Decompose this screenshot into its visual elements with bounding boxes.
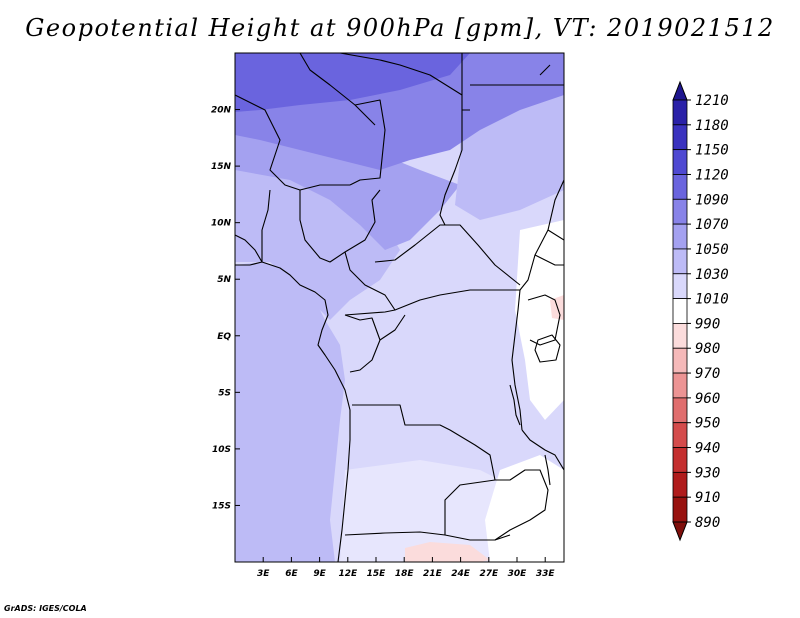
y-tick-label: 15S xyxy=(212,501,231,511)
y-tick-label: EQ xyxy=(217,332,231,342)
border-sudan-east xyxy=(519,179,564,291)
border-car xyxy=(374,224,521,286)
lake-malawi xyxy=(544,454,551,486)
x-tick-label: 6E xyxy=(285,569,298,579)
colorbar-label: 1150 xyxy=(695,143,729,159)
border-tanzania xyxy=(521,429,564,471)
colorbar-label: 990 xyxy=(695,316,720,332)
colorbar-swatch xyxy=(672,397,688,424)
colorbar-swatch xyxy=(672,248,688,275)
colorbar-label: 890 xyxy=(695,515,720,531)
colorbar-swatch xyxy=(672,124,688,151)
field-region-west xyxy=(235,150,400,320)
lake-tanganyika xyxy=(509,384,521,426)
x-tick-label: 30E xyxy=(508,569,528,579)
field-region-east xyxy=(515,220,564,420)
x-tick-label: 18E xyxy=(395,569,415,579)
field-region-ocean xyxy=(235,262,345,562)
x-tick-label: 24E xyxy=(451,569,471,579)
colorbar-label: 970 xyxy=(695,366,720,382)
x-tick-label: 12E xyxy=(338,569,358,579)
colorbar-label: 1010 xyxy=(695,292,729,308)
height-field xyxy=(235,53,564,562)
credit-label: GrADS: IGES/COLA xyxy=(4,604,87,613)
y-tick-label: 10S xyxy=(212,445,231,455)
colorbar-label: 1210 xyxy=(695,93,729,109)
colorbar-label: 1070 xyxy=(695,217,729,233)
x-tick-label: 33E xyxy=(536,569,556,579)
coast-red-sea xyxy=(539,64,551,76)
colorbar-swatch xyxy=(672,149,688,175)
coastline-west-africa xyxy=(235,261,351,562)
y-axis: 20N 15N 10N 5N EQ 5S 10S 15S xyxy=(211,106,240,511)
border-angola xyxy=(352,404,511,541)
border-angola-south xyxy=(344,531,446,536)
colorbar-label: 1050 xyxy=(695,242,729,258)
x-tick-label: 27E xyxy=(479,569,499,579)
border-congo xyxy=(344,314,406,373)
colorbar-swatch xyxy=(672,99,688,126)
colorbar-swatch xyxy=(672,447,688,473)
colorbar-label: 960 xyxy=(695,391,720,407)
border-ethiopia xyxy=(534,229,564,266)
colorbar-label: 1090 xyxy=(695,192,729,208)
field-region-low xyxy=(405,542,490,562)
colorbar-swatch xyxy=(672,422,688,448)
colorbar-top-arrow xyxy=(672,80,688,101)
border-niger xyxy=(349,99,386,186)
y-tick-label: 5S xyxy=(218,388,231,398)
border-algeria xyxy=(299,53,376,126)
boundaries xyxy=(235,53,564,562)
colorbar-label: 1180 xyxy=(695,118,729,134)
colorbar-swatch xyxy=(672,198,688,225)
x-axis: 3E 6E 9E 12E 15E 18E 21E 24E 27E 30E 33E xyxy=(257,557,555,579)
y-tick-label: 5N xyxy=(217,275,231,285)
colorbar-bottom-arrow xyxy=(672,521,688,542)
border-cameroon xyxy=(344,251,396,316)
colorbar-label: 940 xyxy=(695,441,720,457)
x-tick-label: 3E xyxy=(257,569,270,579)
border-libya-chad xyxy=(339,53,463,96)
chart-title: Geopotential Height at 900hPa [gpm], VT:… xyxy=(25,14,775,42)
border-uganda xyxy=(527,294,561,346)
x-tick-label: 9E xyxy=(313,569,326,579)
colorbar-label: 910 xyxy=(695,490,720,506)
colorbar-swatch xyxy=(672,471,688,498)
colorbar-label: 950 xyxy=(695,416,720,432)
colorbar-label: 1030 xyxy=(695,267,729,283)
border-chad-sudan xyxy=(439,110,463,226)
border-drc-north xyxy=(394,289,520,311)
border-drc-east xyxy=(511,289,523,431)
field-region-sahara-core xyxy=(235,53,470,112)
colorbar-label: 1120 xyxy=(695,167,729,183)
colorbar-swatch xyxy=(672,323,688,349)
y-tick-label: 15N xyxy=(211,162,232,172)
y-tick-label: 20N xyxy=(211,106,232,116)
border-nigeria xyxy=(261,189,381,263)
colorbar-swatch xyxy=(672,174,688,200)
x-tick-label: 21E xyxy=(423,569,443,579)
lake-victoria xyxy=(534,334,561,363)
map-frame xyxy=(234,52,565,563)
colorbar: 1210 1180 1150 1120 1090 1070 1050 1030 1010 990 9… xyxy=(672,80,729,542)
x-tick-label: 15E xyxy=(367,569,387,579)
colorbar-label: 930 xyxy=(695,465,720,481)
colorbar-swatch xyxy=(672,223,688,250)
border-zambia xyxy=(494,469,549,541)
y-tick-label: 10N xyxy=(211,219,232,229)
border-mali xyxy=(235,94,350,191)
colorbar-swatch xyxy=(672,372,688,399)
colorbar-swatch xyxy=(672,347,688,374)
colorbar-swatch xyxy=(672,496,688,523)
colorbar-label: 980 xyxy=(695,341,720,357)
colorbar-swatch xyxy=(672,298,688,324)
coast-guinea xyxy=(235,234,263,263)
colorbar-swatch xyxy=(672,273,688,299)
